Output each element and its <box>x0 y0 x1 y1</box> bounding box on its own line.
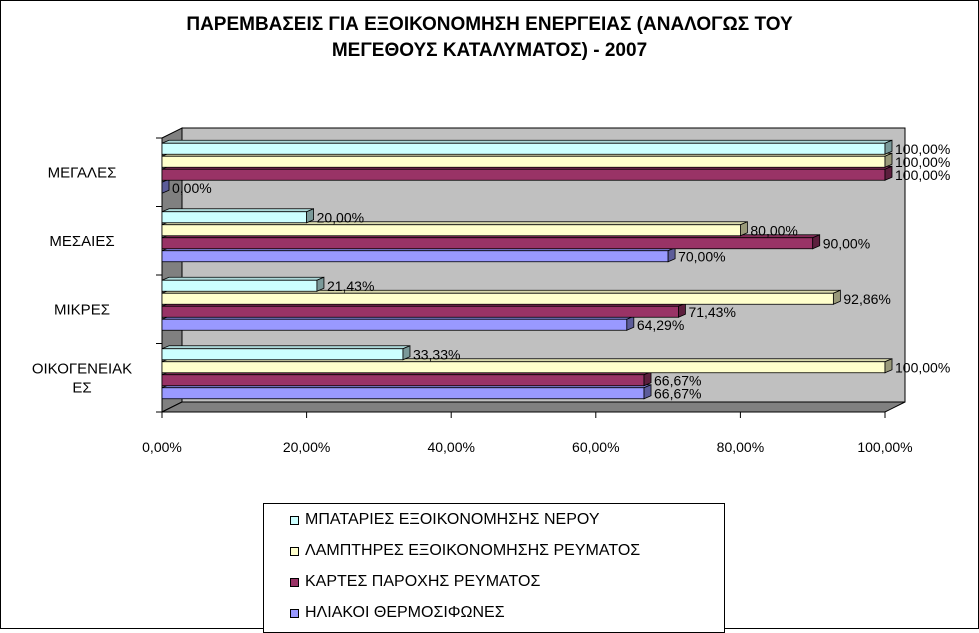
plot-floor <box>161 401 906 413</box>
data-label: 33,33% <box>413 346 460 362</box>
category-label: ΜΕΣΑΙΕΣ <box>49 233 114 250</box>
x-tick-label: 60,00% <box>572 439 619 455</box>
bar <box>161 348 404 361</box>
bar <box>161 155 886 168</box>
legend-label-4: ΗΛΙΑΚΟΙ ΘΕΡΜΟΣΙΦΩΝΕΣ <box>305 604 505 621</box>
bar-end <box>884 152 893 168</box>
data-label: 66,67% <box>654 372 701 388</box>
bar <box>161 318 628 331</box>
data-label: 100,00% <box>895 167 950 183</box>
data-label: 21,43% <box>327 278 374 294</box>
chart-title-line-1: ΠΑΡΕΜΒΑΣΕΙΣ ΓΙΑ ΕΞΟΙΚΟΝΟΜΗΣΗ ΕΝΕΡΓΕΙΑΣ (… <box>186 14 793 35</box>
data-label: 92,86% <box>843 291 890 307</box>
bar <box>161 279 318 292</box>
bar-end <box>884 358 893 374</box>
legend: ΜΠΑΤΑΡΙΕΣ ΕΞΟΙΚΟΝΟΜΗΣΗΣ ΝΕΡΟΥ ΛΑΜΠΤΗΡΕΣ … <box>263 503 725 633</box>
bar <box>161 292 834 305</box>
legend-item-2: ΛΑΜΠΤΗΡΕΣ ΕΞΟΙΚΟΝΟΜΗΣΗΣ ΡΕΥΜΑΤΟΣ <box>290 540 640 562</box>
legend-label-1: ΜΠΑΤΑΡΙΕΣ ΕΞΟΙΚΟΝΟΜΗΣΗΣ ΝΕΡΟΥ <box>305 511 600 528</box>
bar <box>161 361 886 374</box>
bar <box>161 305 679 318</box>
category-label: ΜΕΓΑΛΕΣ <box>48 164 117 181</box>
data-label: 0,00% <box>172 180 212 196</box>
data-label: 90,00% <box>823 235 870 251</box>
chart-title: ΠΑΡΕΜΒΑΣΕΙΣ ΓΙΑ ΕΞΟΙΚΟΝΟΜΗΣΗ ΕΝΕΡΓΕΙΑΣ (… <box>0 12 979 64</box>
bar <box>161 250 669 263</box>
category-label: ΕΣ <box>72 379 91 396</box>
legend-swatch-3 <box>290 577 299 587</box>
x-tick-label: 0,00% <box>142 439 182 455</box>
bar-end <box>832 289 841 305</box>
data-label: 100,00% <box>895 141 950 157</box>
bar <box>161 387 645 400</box>
x-tick-label: 100,00% <box>857 439 912 455</box>
legend-item-4: ΗΛΙΑΚΟΙ ΘΕΡΜΟΣΙΦΩΝΕΣ <box>290 602 505 624</box>
data-label: 66,67% <box>654 385 701 401</box>
legend-item-3: ΚΑΡΤΕΣ ΠΑΡΟΧΗΣ ΡΕΥΜΑΤΟΣ <box>290 571 540 593</box>
bar <box>161 374 645 387</box>
bar <box>161 168 886 181</box>
data-label: 100,00% <box>895 154 950 170</box>
bar-end <box>316 276 325 292</box>
legend-swatch-1 <box>290 515 299 525</box>
bar-top <box>161 208 314 213</box>
bar-end <box>402 345 411 361</box>
bar-top <box>161 139 893 144</box>
bar <box>161 211 308 224</box>
data-label: 100,00% <box>895 359 950 375</box>
bar-end <box>884 139 893 155</box>
bar-end <box>643 384 652 400</box>
bar-top <box>161 276 325 281</box>
x-tick-label: 40,00% <box>427 439 474 455</box>
bar <box>161 224 741 237</box>
category-label: ΜΙΚΡΕΣ <box>54 301 110 318</box>
data-label: 20,00% <box>317 209 364 225</box>
bar-end <box>740 221 748 237</box>
bar-end <box>306 208 315 224</box>
bar-end <box>884 165 893 181</box>
bar-top <box>161 345 411 350</box>
legend-swatch-2 <box>290 546 299 556</box>
legend-label-3: ΚΑΡΤΕΣ ΠΑΡΟΧΗΣ ΡΕΥΜΑΤΟΣ <box>305 573 541 590</box>
legend-item-1: ΜΠΑΤΑΡΙΕΣ ΕΞΟΙΚΟΝΟΜΗΣΗΣ ΝΕΡΟΥ <box>290 509 600 531</box>
data-label: 64,29% <box>637 317 684 333</box>
bar-end <box>812 234 821 250</box>
data-label: 70,00% <box>678 248 725 264</box>
bar <box>161 142 886 155</box>
data-label: 71,43% <box>688 304 735 320</box>
x-tick-label: 20,00% <box>283 439 330 455</box>
legend-swatch-4 <box>290 608 299 618</box>
category-label: ΟΙΚΟΓΕΝΕΙΑΚ <box>32 360 132 377</box>
bar <box>161 237 814 250</box>
chart-title-line-2: ΜΕΓΕΘΟΥΣ ΚΑΤΑΛΥΜΑΤΟΣ) - 2007 <box>331 40 648 61</box>
data-label: 80,00% <box>750 222 797 238</box>
x-tick-label: 80,00% <box>717 439 764 455</box>
legend-label-2: ΛΑΜΠΤΗΡΕΣ ΕΞΟΙΚΟΝΟΜΗΣΗΣ ΡΕΥΜΑΤΟΣ <box>305 542 641 559</box>
